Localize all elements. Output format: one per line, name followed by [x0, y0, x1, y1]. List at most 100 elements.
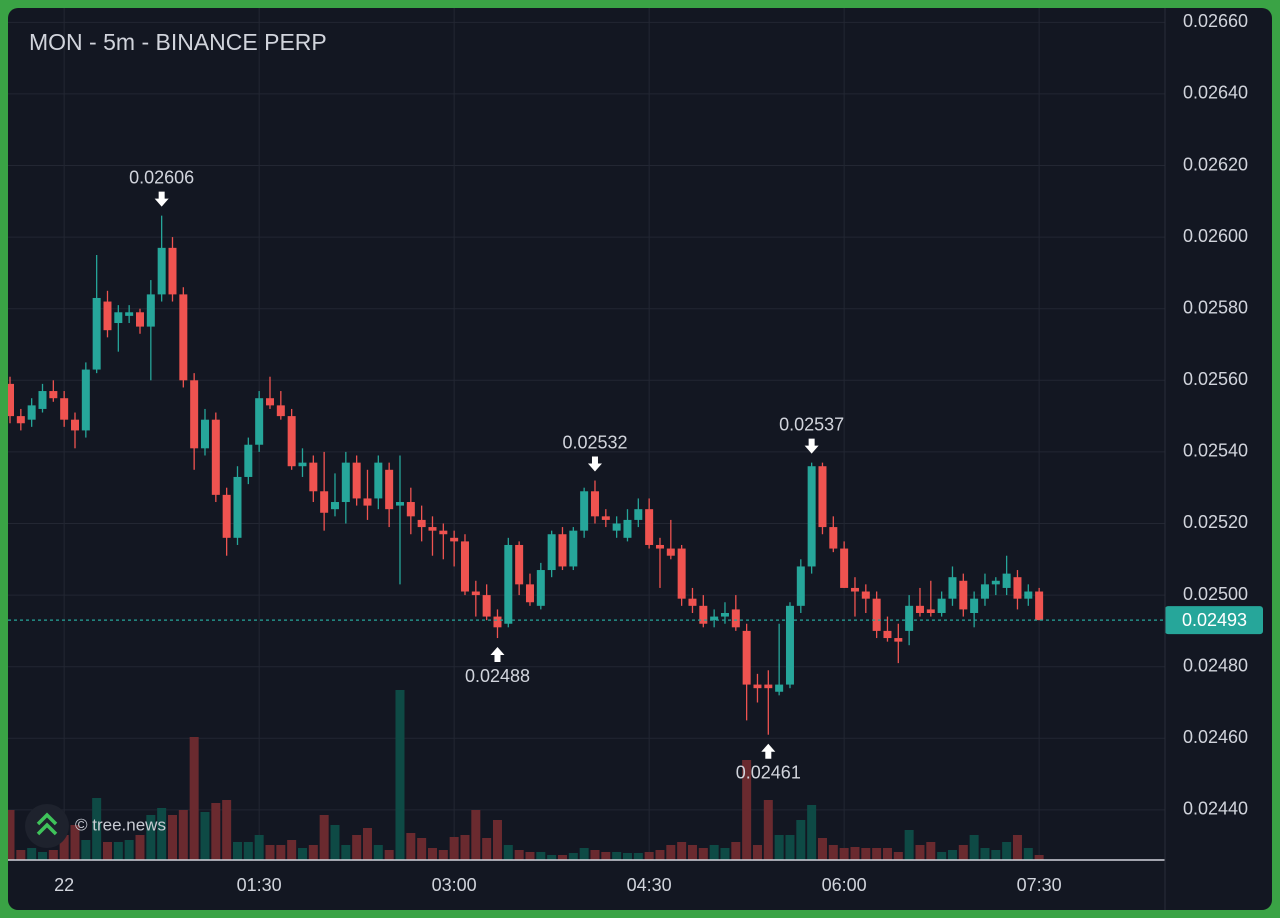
volume-bar	[720, 848, 730, 860]
candle-body	[38, 391, 47, 409]
volume-bar	[113, 842, 123, 860]
volume-bar	[417, 838, 427, 860]
volume-bar	[601, 852, 611, 860]
volume-bar	[969, 835, 979, 860]
volume-bar	[48, 850, 58, 860]
candle-body	[764, 684, 773, 689]
candle-body	[991, 580, 1000, 585]
volume-bar	[232, 842, 242, 860]
chart-panel: 0.02493 0.02606 0.02488 0.02532 0.02537 0.024…	[8, 8, 1272, 910]
candle-body	[829, 527, 838, 549]
volume-bar	[406, 833, 416, 860]
candle-body	[125, 312, 134, 316]
volume-bar	[590, 850, 600, 860]
candle-body	[915, 605, 924, 613]
candle-body	[807, 466, 816, 567]
candle-body	[569, 530, 578, 567]
candle-body	[536, 570, 545, 606]
volume-bar	[882, 848, 892, 860]
annotation-label: 0.02537	[779, 414, 844, 434]
x-tick-label: 06:00	[822, 875, 867, 895]
candle-body	[634, 509, 643, 520]
volume-bar	[102, 842, 112, 860]
candle-body	[504, 544, 513, 624]
y-tick-label: 0.02440	[1183, 799, 1248, 819]
volume-bar	[438, 850, 448, 860]
volume-bar	[872, 848, 882, 860]
candle-body	[1024, 591, 1033, 599]
volume-bar	[622, 853, 632, 860]
volume-bar	[471, 810, 481, 860]
volume-bar	[687, 845, 697, 860]
candle-body	[179, 294, 188, 381]
candle-body	[775, 684, 784, 692]
candle-body	[385, 469, 394, 510]
volume-bar	[514, 850, 524, 860]
volume-bar	[947, 850, 957, 860]
candle-layer	[8, 215, 1044, 735]
volume-bar	[568, 853, 578, 860]
candle-body	[558, 534, 567, 567]
candle-body	[872, 598, 881, 631]
volume-bar	[677, 842, 687, 860]
annotation-label: 0.02606	[129, 167, 194, 187]
volume-bar	[915, 845, 925, 860]
candle-body	[395, 502, 404, 506]
candle-body	[276, 405, 285, 417]
candle-body	[309, 462, 318, 492]
volume-bar	[276, 845, 286, 860]
y-tick-label: 0.02640	[1183, 83, 1248, 103]
y-tick-label: 0.02580	[1183, 297, 1248, 317]
volume-bar	[124, 840, 134, 860]
annotation-label: 0.02532	[562, 432, 627, 452]
annotation-arrow	[154, 191, 169, 207]
candle-body	[980, 584, 989, 599]
candle-body	[92, 297, 101, 370]
candle-body	[135, 312, 144, 327]
last-price-tag	[1165, 606, 1263, 635]
candle-body	[265, 398, 274, 406]
volume-bar	[937, 852, 947, 860]
y-tick-label: 0.02620	[1183, 154, 1248, 174]
candle-body	[330, 502, 339, 510]
candle-body	[60, 398, 69, 420]
volume-bar	[579, 848, 589, 860]
candle-body	[493, 616, 502, 628]
volume-bar	[742, 760, 752, 860]
volume-bar	[59, 835, 69, 860]
candle-body	[623, 519, 632, 538]
candle-body	[8, 383, 14, 417]
volume-bar	[612, 852, 622, 860]
volume-bar	[373, 845, 383, 860]
volume-bar	[557, 855, 567, 860]
candle-body	[688, 598, 697, 606]
candle-body	[926, 609, 935, 613]
y-tick-label: 0.02560	[1183, 369, 1248, 389]
candle-body	[677, 548, 686, 599]
volume-bar	[904, 830, 914, 860]
volume-bar	[16, 850, 26, 860]
volume-bar	[1002, 842, 1012, 860]
candle-body	[547, 534, 556, 571]
candle-body	[27, 405, 36, 420]
chart-title: MON - 5m - BINANCE PERP	[29, 29, 327, 55]
volume-bar	[698, 848, 708, 860]
candle-body	[114, 312, 123, 324]
candle-body	[320, 491, 329, 513]
candle-body	[255, 398, 264, 445]
candle-body	[1002, 573, 1011, 588]
volume-bar	[211, 803, 221, 860]
y-tick-label: 0.02520	[1183, 512, 1248, 532]
volume-bar	[752, 845, 762, 860]
annotation-arrow	[587, 456, 602, 472]
volume-bar	[980, 848, 990, 860]
candle-body	[645, 509, 654, 545]
candle-body	[970, 598, 979, 613]
volume-bar	[200, 812, 210, 860]
candle-body	[244, 444, 253, 477]
volume-bar	[135, 835, 145, 860]
volume-bar	[731, 842, 741, 860]
candle-body	[948, 577, 957, 599]
last-price-label: 0.02493	[1182, 610, 1247, 630]
x-tick-label: 01:30	[237, 875, 282, 895]
